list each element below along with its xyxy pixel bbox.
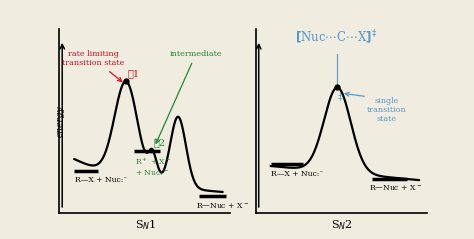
Text: rate limiting
transition state: rate limiting transition state xyxy=(62,50,125,81)
Text: ⁧1: ⁧1 xyxy=(128,70,140,78)
Text: R$^+$ + X$^-$
+ Nuc:$^-$: R$^+$ + X$^-$ + Nuc:$^-$ xyxy=(135,156,172,178)
Text: R—X + Nuc:⁻: R—X + Nuc:⁻ xyxy=(271,170,324,178)
Text: single
transition
state: single transition state xyxy=(367,97,407,123)
Text: R—Nuc + X$^-$: R—Nuc + X$^-$ xyxy=(369,183,422,193)
Text: ‡: ‡ xyxy=(338,93,343,102)
Text: energy: energy xyxy=(55,105,64,136)
Text: ⁧2: ⁧2 xyxy=(153,138,165,147)
Text: S$_N$1: S$_N$1 xyxy=(135,218,156,232)
Text: R—Nuc + X$^-$: R—Nuc + X$^-$ xyxy=(196,201,249,211)
Text: $\mathbf{[}$Nuc$\cdots$C$\cdots$X$\mathbf{]}^{\ddagger}$: $\mathbf{[}$Nuc$\cdots$C$\cdots$X$\mathb… xyxy=(295,28,377,46)
Text: intermediate: intermediate xyxy=(156,50,222,143)
Text: S$_N$2: S$_N$2 xyxy=(331,218,353,232)
Text: R—X + Nuc:⁻: R—X + Nuc:⁻ xyxy=(75,176,127,184)
